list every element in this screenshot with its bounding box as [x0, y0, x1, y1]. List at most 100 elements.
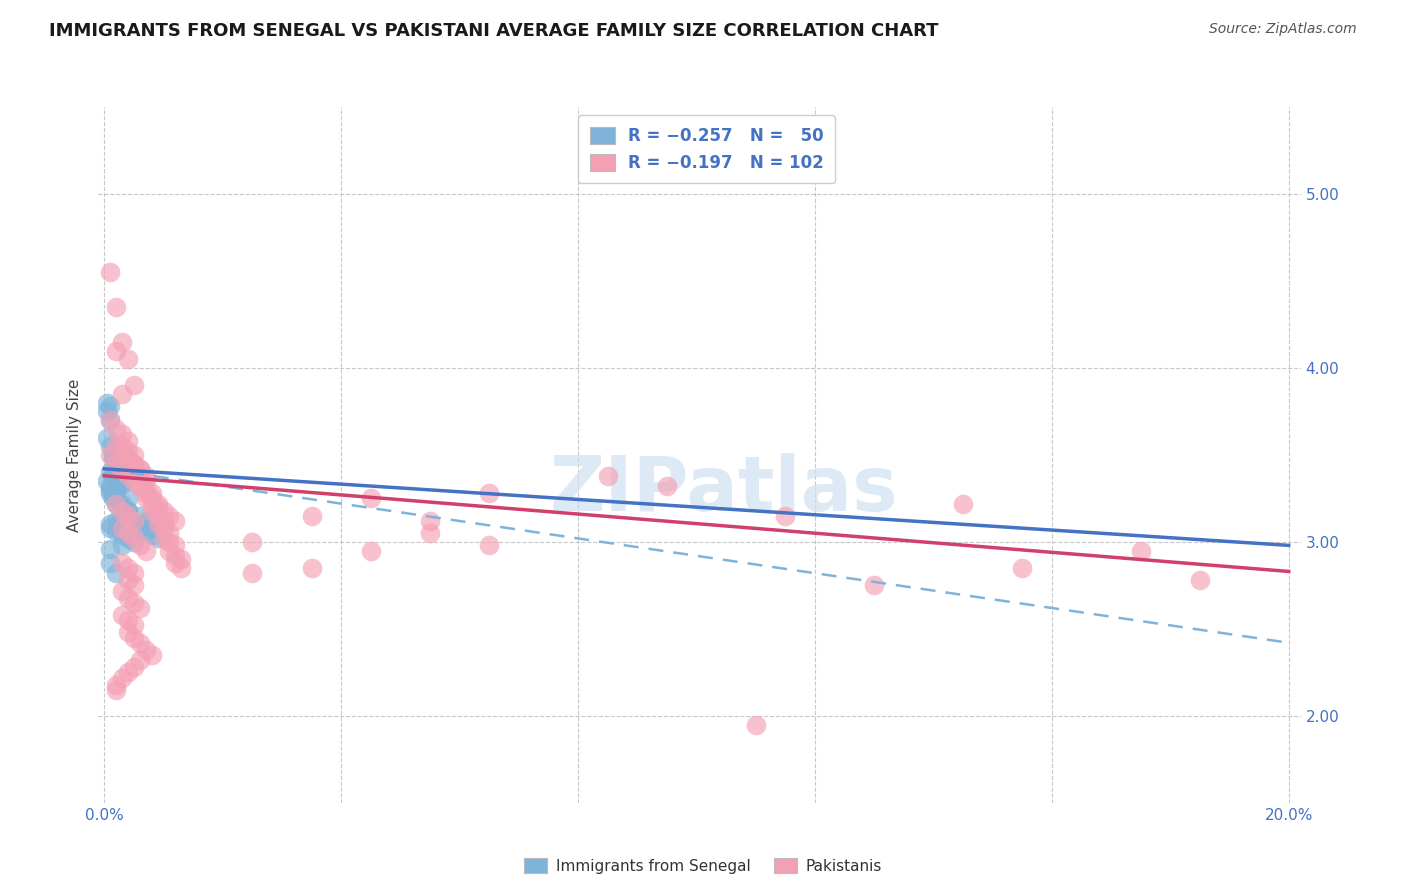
- Point: [111, 508, 134, 523]
- Point: [105, 497, 128, 511]
- Point: [122, 378, 145, 392]
- Point: [98, 556, 121, 570]
- Point: [111, 583, 134, 598]
- Point: [360, 543, 382, 558]
- Point: [117, 532, 139, 546]
- Point: [301, 561, 323, 575]
- Point: [478, 486, 501, 500]
- Point: [111, 521, 134, 535]
- Point: [122, 474, 145, 488]
- Point: [111, 462, 134, 476]
- Point: [96, 396, 118, 410]
- Point: [165, 556, 187, 570]
- Point: [159, 526, 181, 541]
- Point: [111, 671, 134, 685]
- Point: [596, 468, 619, 483]
- Point: [117, 444, 139, 458]
- Point: [122, 660, 145, 674]
- Point: [103, 491, 125, 506]
- Point: [146, 508, 169, 523]
- Point: [111, 503, 134, 517]
- Point: [165, 549, 187, 563]
- Point: [122, 466, 145, 480]
- Point: [117, 613, 139, 627]
- Point: [135, 543, 157, 558]
- Y-axis label: Average Family Size: Average Family Size: [67, 378, 83, 532]
- Point: [105, 472, 128, 486]
- Point: [117, 591, 139, 605]
- Point: [122, 448, 145, 462]
- Point: [117, 573, 139, 587]
- Point: [159, 543, 181, 558]
- Point: [122, 535, 145, 549]
- Point: [105, 462, 128, 476]
- Point: [96, 431, 118, 445]
- Point: [98, 399, 121, 413]
- Point: [152, 521, 174, 535]
- Point: [242, 535, 264, 549]
- Point: [135, 514, 157, 528]
- Point: [128, 468, 150, 483]
- Point: [117, 508, 139, 523]
- Point: [135, 491, 157, 506]
- Point: [105, 677, 128, 691]
- Point: [128, 636, 150, 650]
- Point: [111, 334, 134, 349]
- Point: [103, 448, 125, 462]
- Point: [105, 483, 128, 497]
- Point: [122, 631, 145, 645]
- Point: [128, 601, 150, 615]
- Point: [301, 508, 323, 523]
- Point: [96, 404, 118, 418]
- Text: Source: ZipAtlas.com: Source: ZipAtlas.com: [1209, 22, 1357, 37]
- Point: [1011, 561, 1033, 575]
- Point: [105, 682, 128, 697]
- Point: [128, 479, 150, 493]
- Point: [141, 497, 163, 511]
- Point: [146, 497, 169, 511]
- Point: [122, 618, 145, 632]
- Point: [117, 665, 139, 680]
- Point: [117, 625, 139, 640]
- Point: [170, 552, 193, 566]
- Point: [111, 497, 134, 511]
- Point: [128, 508, 150, 523]
- Point: [141, 503, 163, 517]
- Point: [141, 521, 163, 535]
- Point: [111, 538, 134, 552]
- Point: [122, 517, 145, 532]
- Point: [128, 521, 150, 535]
- Point: [117, 526, 139, 541]
- Point: [863, 578, 886, 592]
- Point: [111, 387, 134, 401]
- Point: [122, 578, 145, 592]
- Legend: R = −0.257   N =   50, R = −0.197   N = 102: R = −0.257 N = 50, R = −0.197 N = 102: [578, 115, 835, 184]
- Point: [952, 497, 974, 511]
- Point: [98, 413, 121, 427]
- Point: [128, 653, 150, 667]
- Point: [1188, 573, 1211, 587]
- Point: [141, 491, 163, 506]
- Text: ZIPatlas: ZIPatlas: [550, 453, 898, 526]
- Legend: Immigrants from Senegal, Pakistanis: Immigrants from Senegal, Pakistanis: [517, 852, 889, 880]
- Point: [117, 451, 139, 466]
- Point: [111, 477, 134, 491]
- Point: [96, 474, 118, 488]
- Point: [122, 596, 145, 610]
- Point: [111, 607, 134, 622]
- Point: [117, 352, 139, 367]
- Point: [117, 468, 139, 483]
- Point: [775, 508, 797, 523]
- Point: [105, 300, 128, 314]
- Point: [159, 508, 181, 523]
- Point: [98, 521, 121, 535]
- Point: [105, 479, 128, 493]
- Point: [128, 479, 150, 493]
- Point: [117, 561, 139, 575]
- Point: [105, 524, 128, 539]
- Point: [135, 524, 157, 539]
- Point: [117, 503, 139, 517]
- Point: [98, 448, 121, 462]
- Point: [152, 514, 174, 528]
- Point: [165, 538, 187, 552]
